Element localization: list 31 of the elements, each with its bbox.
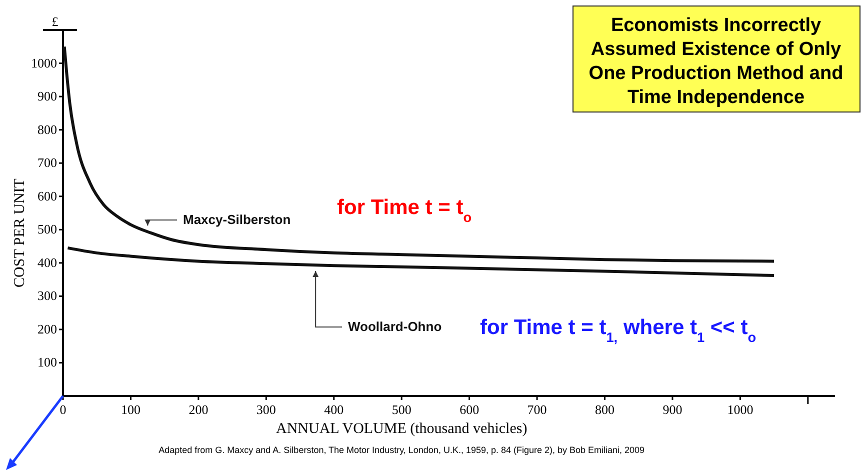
x-tick-label: 700 xyxy=(527,402,547,417)
x-tick-label: 300 xyxy=(256,402,276,417)
y-tick-label: 900 xyxy=(38,88,57,104)
x-tick-label: 200 xyxy=(188,402,208,417)
x-tick-label: 1000 xyxy=(727,402,754,417)
text: Woollard-Ohno xyxy=(348,319,442,334)
line-series xyxy=(66,246,776,278)
x-tick-label: 800 xyxy=(595,402,615,417)
series-label: Maxcy-Silberston xyxy=(183,212,291,227)
x-tick-label: 900 xyxy=(662,402,682,417)
y-tick-label: 1000 xyxy=(31,55,57,70)
y-tick-label: £ xyxy=(52,14,59,29)
x-tick-label: 500 xyxy=(392,402,412,417)
y-tick-label: 500 xyxy=(38,222,57,237)
y-tick-label: 700 xyxy=(38,155,57,170)
y-tick-label: 100 xyxy=(38,354,57,370)
x-axis-title: ANNUAL VOLUME (thousand vehicles) xyxy=(276,421,528,437)
y-tick-label: 200 xyxy=(38,321,57,336)
x-tick-label: 100 xyxy=(120,402,140,417)
y-tick-label: 800 xyxy=(38,122,57,137)
x-tick-label: 600 xyxy=(460,402,480,417)
text: Adapted from G. Maxcy and A. Silberston, The Motor Industry, London, U.K., 1959, p. 84 (Figure 2), by Bob Emiliani, 2009 xyxy=(158,445,645,455)
y-tick-label: 300 xyxy=(38,288,57,304)
annotation: for Time t = t$_{1,}$ where t$_{1}$ << t$_{o}$ xyxy=(480,316,756,344)
y-tick-label: 600 xyxy=(38,188,57,204)
x-tick-label: 400 xyxy=(324,402,344,417)
text: Economists Incorrectly Assumed Existence of Only One Production Method and Time Independence xyxy=(588,15,844,108)
x-tick-label: 0 xyxy=(60,402,66,417)
y-tick-label: 400 xyxy=(38,254,57,270)
annotation: for Time t = t$_{o}$ xyxy=(337,196,472,224)
y-axis-title: COST PER UNIT xyxy=(12,178,28,288)
